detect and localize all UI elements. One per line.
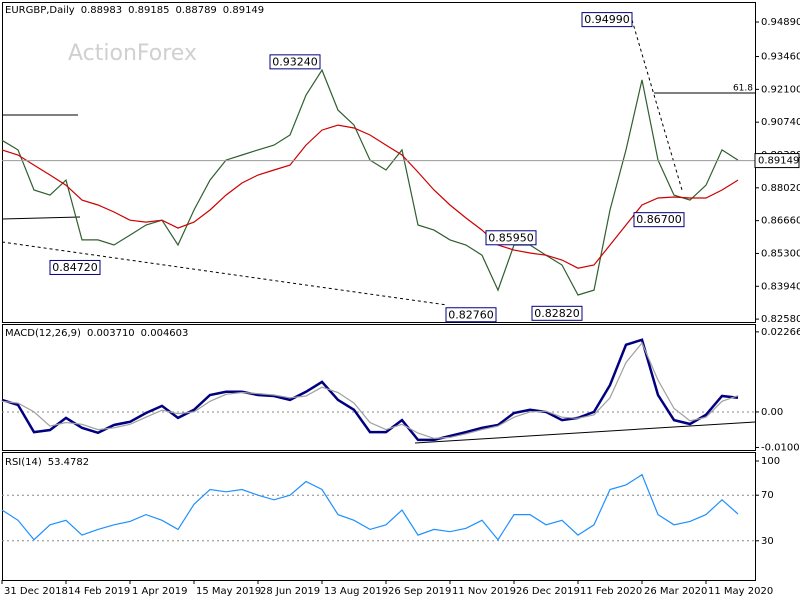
- annotation-box: [581, 12, 633, 28]
- x-tick-label: 15 May 2019: [196, 586, 261, 597]
- series-line: [1, 338, 739, 442]
- y-tick-label: 0.88020: [761, 183, 800, 194]
- readout-value: 0.003710: [87, 328, 135, 339]
- ohlc-value: 0.89149: [223, 5, 264, 16]
- y-tick-label: 0.00: [761, 407, 783, 418]
- x-tick-label: 28 Jun 2019: [260, 586, 320, 597]
- y-tick-label: -0.010052: [761, 442, 800, 453]
- y-tick-label: 30: [761, 536, 774, 547]
- annotation-label: 0.94990: [584, 13, 630, 26]
- x-tick-label: 14 Feb 2019: [68, 586, 130, 597]
- annotation-box: [633, 212, 685, 228]
- x-tick-label: 31 Dec 2018: [4, 586, 68, 597]
- y-tick-label: 0.83940: [761, 281, 800, 292]
- x-tick-label: 26 Mar 2020: [644, 586, 707, 597]
- title: MACD(12,26,9): [5, 328, 81, 339]
- series-line: [1, 124, 739, 269]
- panel-title: EURGBP,Daily 0.88983 0.89185 0.88789 0.89149: [5, 5, 264, 16]
- y-tick-label: 0.92100: [761, 84, 800, 95]
- annotation-box: [445, 307, 497, 323]
- y-tick-label: 0.93460: [761, 52, 800, 63]
- x-tick-label: 11 Nov 2019: [452, 586, 516, 597]
- trend-line: [1, 216, 81, 220]
- annotation-label: 0.84720: [52, 261, 98, 274]
- ohlc-value: 0.89185: [128, 5, 169, 16]
- y-tick-label: 0.022662: [761, 327, 800, 338]
- panel-title: MACD(12,26,9) 0.003710 0.004603: [5, 328, 188, 339]
- macd-frame: [2, 324, 756, 451]
- rsi-frame: [2, 452, 756, 581]
- annotation-label: 0.82820: [534, 307, 580, 320]
- y-tick-label: 0.82580: [761, 314, 800, 325]
- watermark: ActionForex: [68, 41, 197, 66]
- trend-line: [414, 421, 756, 444]
- annotation-box: [485, 230, 537, 246]
- series-line: [1, 473, 739, 541]
- ohlc-value: 0.88789: [175, 5, 216, 16]
- title: RSI(14): [5, 457, 42, 468]
- x-tick-label: 13 Aug 2019: [324, 586, 388, 597]
- series-line: [1, 341, 739, 440]
- y-tick-label: 0.94890: [761, 17, 800, 28]
- y-tick-label: 100: [761, 456, 780, 467]
- x-tick-label: 11 Feb 2020: [580, 586, 642, 597]
- price-tag-label: 0.89149: [758, 156, 799, 167]
- panel-title: RSI(14) 53.4782: [5, 457, 89, 468]
- x-tick-label: 1 Apr 2019: [132, 586, 187, 597]
- annotation-box: [531, 305, 583, 321]
- y-tick-label: 0.86660: [761, 216, 800, 227]
- x-tick-label: 26 Sep 2019: [388, 586, 451, 597]
- readout-value: 53.4782: [48, 457, 89, 468]
- y-tick-label: 0.90740: [761, 117, 800, 128]
- annotation-label: 0.93240: [272, 55, 318, 68]
- y-tick-label: 0.85300: [761, 248, 800, 259]
- annotation-label: 0.85950: [488, 231, 534, 244]
- y-tick-label: 70: [761, 490, 774, 501]
- readout-value: 0.004603: [141, 328, 189, 339]
- title: EURGBP,Daily: [5, 5, 75, 16]
- annotation-label: 0.82760: [448, 308, 494, 321]
- ohlc-value: 0.88983: [81, 5, 122, 16]
- x-tick-label: 11 May 2020: [708, 586, 773, 597]
- annotation-label: 0.86700: [636, 213, 682, 226]
- fib-label: 61.8: [733, 83, 753, 93]
- price-tag: [754, 153, 800, 169]
- annotation-box: [49, 259, 101, 275]
- annotation-box: [269, 54, 321, 70]
- x-tick-label: 26 Dec 2019: [516, 586, 580, 597]
- trend-line: [1, 241, 448, 306]
